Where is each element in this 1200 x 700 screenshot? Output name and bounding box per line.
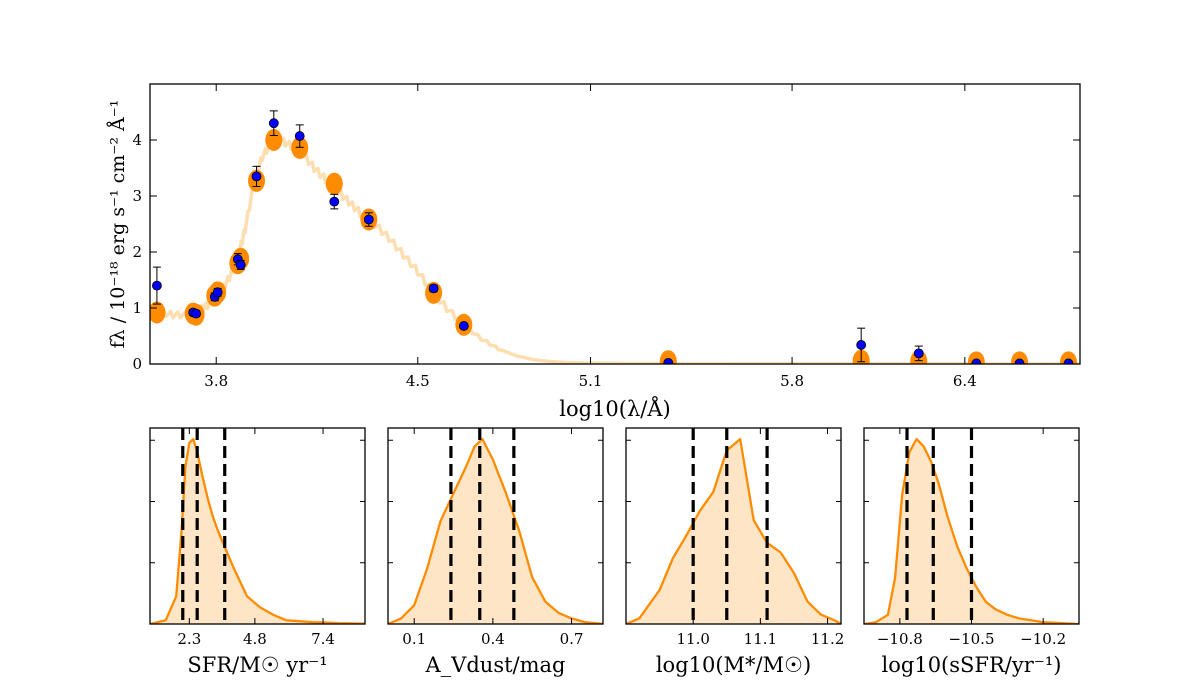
x-axis-title: log10(λ/Å) bbox=[559, 396, 670, 421]
posterior-curve bbox=[150, 437, 365, 624]
posterior-panels: 2.3 4.8 7.4 SFR/M☉ yr⁻¹ 0.1 0.4 0.7 A_Vdust/mag… bbox=[149, 427, 1080, 677]
observed-point bbox=[458, 321, 469, 331]
posterior-panel-av-dust: 0.1 0.4 0.7 A_Vdust/mag bbox=[387, 427, 604, 677]
x-tick-label: 5.8 bbox=[780, 372, 804, 390]
x-tick-label: −10.2 bbox=[1020, 630, 1066, 648]
y-tick-label: 0 bbox=[132, 355, 142, 373]
observed-point bbox=[913, 348, 924, 359]
model-photometry-point bbox=[967, 351, 985, 364]
y-axis-title: fλ / 10⁻¹⁸ erg s⁻¹ cm⁻² Å⁻¹ bbox=[107, 100, 129, 349]
posterior-panel-sfr: 2.3 4.8 7.4 SFR/M☉ yr⁻¹ bbox=[149, 427, 366, 677]
x-axis-title: A_Vdust/mag bbox=[425, 653, 566, 677]
posterior-panel-ssfr: −10.8 −10.5 −10.2 log10(sSFR/yr⁻¹) bbox=[863, 427, 1080, 677]
x-tick-label: 0.1 bbox=[402, 630, 426, 648]
posterior-fill bbox=[864, 439, 1079, 624]
x-tick-label: 5.1 bbox=[579, 372, 603, 390]
x-tick-label: 11.2 bbox=[811, 630, 844, 648]
observed-point bbox=[663, 357, 674, 364]
y-tick-label: 1 bbox=[132, 299, 142, 317]
y-tick-label: 4 bbox=[132, 131, 142, 149]
model-photometry-point bbox=[291, 136, 309, 159]
x-axis-title: log10(M*/M☉) bbox=[656, 653, 811, 677]
model-spectrum-line bbox=[150, 135, 1080, 364]
model-photometry-point bbox=[1011, 351, 1029, 364]
x-tick-label: −10.5 bbox=[949, 630, 995, 648]
x-tick-label: 7.4 bbox=[311, 630, 335, 648]
x-tick-label: 2.3 bbox=[177, 630, 201, 648]
x-tick-label: 11.0 bbox=[676, 630, 709, 648]
model-photometry-point bbox=[325, 172, 343, 195]
x-tick-label: 6.4 bbox=[953, 372, 977, 390]
sed-plot-area bbox=[150, 110, 1080, 364]
observed-point bbox=[363, 214, 374, 225]
posterior-fill bbox=[626, 439, 841, 624]
x-tick-label: 0.7 bbox=[560, 630, 584, 648]
x-tick-label: 4.8 bbox=[243, 630, 267, 648]
y-tick-label: 3 bbox=[132, 187, 142, 205]
observed-point bbox=[212, 287, 223, 298]
y-tick-label: 2 bbox=[132, 243, 142, 261]
posterior-fill bbox=[388, 439, 603, 624]
x-tick-label: 3.8 bbox=[204, 372, 228, 390]
observed-point bbox=[152, 280, 162, 291]
model-photometry-point bbox=[265, 129, 283, 151]
model-photometry-point bbox=[150, 301, 166, 324]
observed-point bbox=[268, 118, 279, 129]
x-tick-label: 11.1 bbox=[744, 630, 777, 648]
x-tick-label: 0.4 bbox=[481, 630, 505, 648]
observed-point bbox=[294, 131, 305, 141]
observed-point bbox=[428, 283, 439, 294]
posterior-frame bbox=[387, 427, 604, 625]
sed-plot: 3.8 4.5 5.1 5.8 6.4 0 1 2 3 4 log10(λ/Å) fλ / 10⁻¹⁸… bbox=[107, 83, 1081, 421]
model-photometry-point bbox=[1059, 351, 1077, 364]
posterior-curve bbox=[864, 437, 1079, 624]
observed-point bbox=[329, 196, 340, 207]
x-axis-title: SFR/M☉ yr⁻¹ bbox=[187, 653, 327, 677]
posterior-frame bbox=[149, 427, 366, 625]
sed-plot-frame bbox=[149, 83, 1081, 365]
x-tick-label: −10.8 bbox=[877, 630, 923, 648]
observed-point bbox=[235, 259, 246, 270]
x-axis-title: log10(sSFR/yr⁻¹) bbox=[882, 653, 1062, 677]
posterior-frame bbox=[625, 427, 842, 625]
observed-point bbox=[191, 308, 201, 319]
x-tick-label: 4.5 bbox=[406, 372, 430, 390]
observed-point bbox=[856, 340, 867, 350]
posterior-curve bbox=[626, 437, 841, 624]
observed-point bbox=[251, 171, 262, 182]
